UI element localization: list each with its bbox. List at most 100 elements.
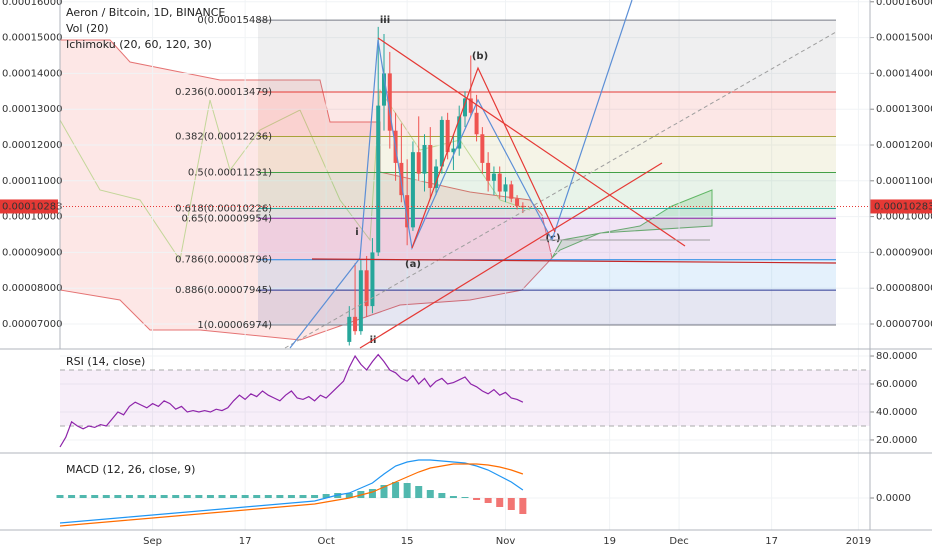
indicator-label: Ichimoku (20, 60, 120, 30) bbox=[66, 38, 212, 51]
histogram-bar bbox=[125, 495, 133, 498]
fib-label: 0.886(0.00007945) bbox=[175, 285, 272, 296]
x-tick-label: Dec bbox=[669, 536, 688, 547]
histogram-bar bbox=[519, 498, 527, 514]
x-tick-label: Oct bbox=[317, 536, 334, 547]
fib-band bbox=[258, 20, 836, 93]
candle-body bbox=[376, 105, 381, 253]
candle-body bbox=[405, 195, 410, 228]
trend-line bbox=[359, 162, 663, 349]
y-tick-label: 0.00015000 bbox=[876, 33, 932, 44]
y-tick-label: 20.0000 bbox=[876, 435, 917, 446]
fib-label: 0.5(0.00011231) bbox=[188, 168, 272, 179]
y-tick-label: 0.00013000 bbox=[876, 104, 932, 115]
x-tick-label: 17 bbox=[765, 536, 778, 547]
histogram-bar bbox=[91, 495, 99, 498]
fib-label: 0.618(0.00010226) bbox=[175, 204, 272, 215]
histogram-bar bbox=[56, 495, 64, 498]
histogram-bar bbox=[403, 483, 411, 498]
y-tick-label: 0.00008000 bbox=[2, 283, 62, 294]
y-tick-label: 0.00015000 bbox=[2, 33, 62, 44]
x-tick-label: Nov bbox=[496, 536, 516, 547]
x-tick-label: 2019 bbox=[846, 536, 871, 547]
y-tick-label: 0.00013000 bbox=[2, 104, 62, 115]
y-tick-label: 0.00012000 bbox=[876, 140, 932, 151]
histogram-bar bbox=[311, 495, 319, 498]
y-tick-label: 0.00014000 bbox=[876, 68, 932, 79]
y-tick-label: 0.00014000 bbox=[2, 68, 62, 79]
wave-label: iii bbox=[380, 15, 390, 26]
candle-body bbox=[463, 98, 467, 117]
ichimoku-cloud bbox=[59, 39, 713, 341]
candle-body bbox=[468, 98, 473, 113]
rsi-title: RSI (14, close) bbox=[66, 355, 145, 368]
candle-body bbox=[347, 316, 352, 342]
histogram-bar bbox=[368, 489, 376, 498]
histogram-bar bbox=[461, 497, 469, 498]
macd-title: MACD (12, 26, close, 9) bbox=[66, 463, 195, 476]
candle-body bbox=[428, 145, 433, 188]
histogram-bar bbox=[426, 490, 434, 498]
histogram-bar bbox=[276, 495, 284, 498]
histogram-bar bbox=[449, 496, 457, 498]
histogram-bar bbox=[345, 493, 353, 498]
histogram-bar bbox=[172, 495, 180, 498]
y-tick-label: 0.00009000 bbox=[2, 247, 62, 258]
y-tick-label: 0.00012000 bbox=[2, 140, 62, 151]
price-tag bbox=[0, 199, 58, 214]
fib-band bbox=[258, 290, 836, 325]
candle-body bbox=[491, 173, 496, 181]
cloud-bear bbox=[59, 39, 553, 341]
x-tick-label: Sep bbox=[143, 536, 162, 547]
histogram-bar bbox=[438, 493, 446, 498]
histogram-bar bbox=[253, 495, 261, 498]
fib-label: 0.236(0.00013479) bbox=[175, 87, 272, 98]
histogram-bar bbox=[473, 498, 481, 500]
rsi-line bbox=[59, 353, 524, 448]
x-tick-label: 17 bbox=[239, 536, 252, 547]
y-tick-label: 0.00007000 bbox=[2, 319, 62, 330]
y-tick-label: 80.0000 bbox=[876, 351, 917, 362]
y-tick-label: 0.00011000 bbox=[2, 176, 62, 187]
candle-body bbox=[358, 270, 363, 332]
candle-body bbox=[486, 162, 491, 181]
cloud-bull bbox=[551, 189, 713, 259]
y-tick-label: 40.0000 bbox=[876, 407, 917, 418]
candle-body bbox=[439, 119, 444, 167]
candle-body bbox=[364, 270, 369, 307]
histogram-bar bbox=[322, 494, 330, 498]
candle-body bbox=[503, 184, 508, 192]
histogram-bar bbox=[160, 495, 168, 498]
trend-line bbox=[377, 37, 686, 247]
histogram-bar bbox=[218, 495, 226, 498]
histogram-bar bbox=[241, 495, 249, 498]
candle-body bbox=[410, 152, 415, 228]
fib-band bbox=[258, 218, 836, 260]
rsi-band bbox=[60, 370, 870, 426]
candle-body bbox=[370, 252, 375, 307]
histogram-bar bbox=[380, 485, 388, 498]
chart-title: Aeron / Bitcoin, 1D, BINANCE bbox=[66, 6, 225, 19]
histogram-bar bbox=[264, 495, 272, 498]
fib-band bbox=[258, 208, 836, 219]
y-tick-label: 0.00007000 bbox=[876, 319, 932, 330]
candle-body bbox=[474, 112, 479, 135]
histogram-bar bbox=[415, 486, 423, 498]
fib-label: 0(0.00015488) bbox=[197, 15, 272, 26]
y-tick-label: 0.00010000 bbox=[2, 212, 62, 223]
histogram-bar bbox=[287, 495, 295, 498]
y-tick-label: 0.00010000 bbox=[876, 212, 932, 223]
histogram-bar bbox=[114, 495, 122, 498]
x-tick-label: 19 bbox=[603, 536, 616, 547]
fib-band bbox=[258, 92, 836, 137]
fib-band bbox=[258, 172, 836, 209]
candle-body bbox=[457, 116, 462, 149]
candle-body bbox=[387, 73, 392, 131]
histogram-bar bbox=[79, 495, 87, 498]
last-price-label: 0.00010283 bbox=[874, 201, 932, 212]
x-tick-label: 15 bbox=[401, 536, 414, 547]
histogram-bar bbox=[195, 495, 203, 498]
histogram-bar bbox=[507, 498, 515, 510]
histogram-bar bbox=[137, 495, 145, 498]
last-price-label: 0.00010283 bbox=[2, 201, 62, 212]
